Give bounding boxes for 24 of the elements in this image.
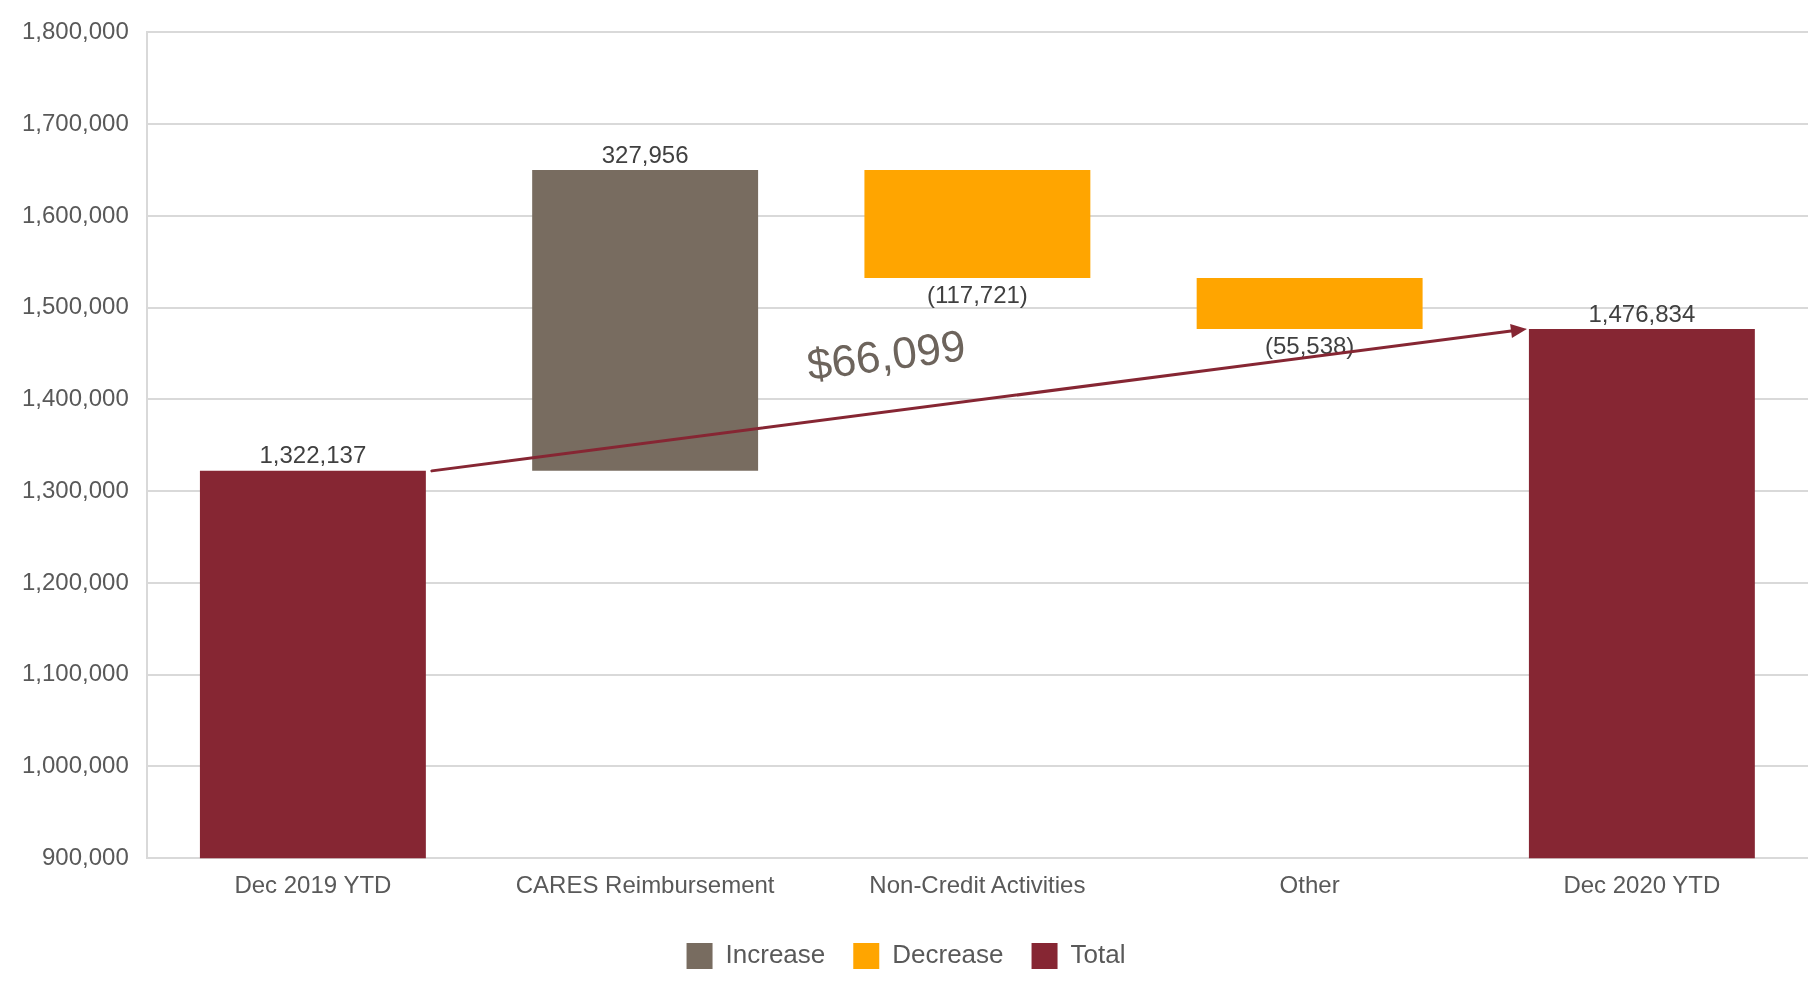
y-tick-label: 900,000 (42, 842, 129, 870)
y-tick-label: 1,300,000 (21, 475, 129, 503)
y-tick-label: 1,500,000 (21, 292, 129, 320)
data-label: 327,956 (601, 140, 689, 168)
data-label: (117,721) (926, 280, 1028, 308)
legend-label: Decrease (892, 939, 1004, 970)
x-tick-label: Other (1279, 871, 1340, 899)
legend-label: Total (1070, 939, 1126, 970)
y-tick-label: 1,100,000 (21, 659, 129, 687)
x-tick-label: Dec 2020 YTD (1563, 871, 1721, 899)
x-tick-label: CARES Reimbursement (515, 871, 775, 899)
y-tick-label: 1,200,000 (21, 567, 129, 595)
data-label: 1,322,137 (259, 441, 367, 469)
y-tick-label: 1,600,000 (21, 200, 129, 228)
legend-label: Increase (725, 939, 826, 970)
annotation: $66,099 (804, 320, 969, 390)
y-tick-label: 1,800,000 (21, 17, 129, 45)
x-tick-label: Non-Credit Activities (869, 871, 1086, 899)
data-label: (55,538) (1264, 331, 1355, 359)
y-tick-label: 1,700,000 (21, 108, 129, 136)
data-label: 1,476,834 (1588, 299, 1696, 327)
x-tick-label: Dec 2019 YTD (234, 871, 392, 899)
y-tick-label: 1,400,000 (21, 384, 129, 412)
y-tick-label: 1,000,000 (21, 751, 129, 779)
